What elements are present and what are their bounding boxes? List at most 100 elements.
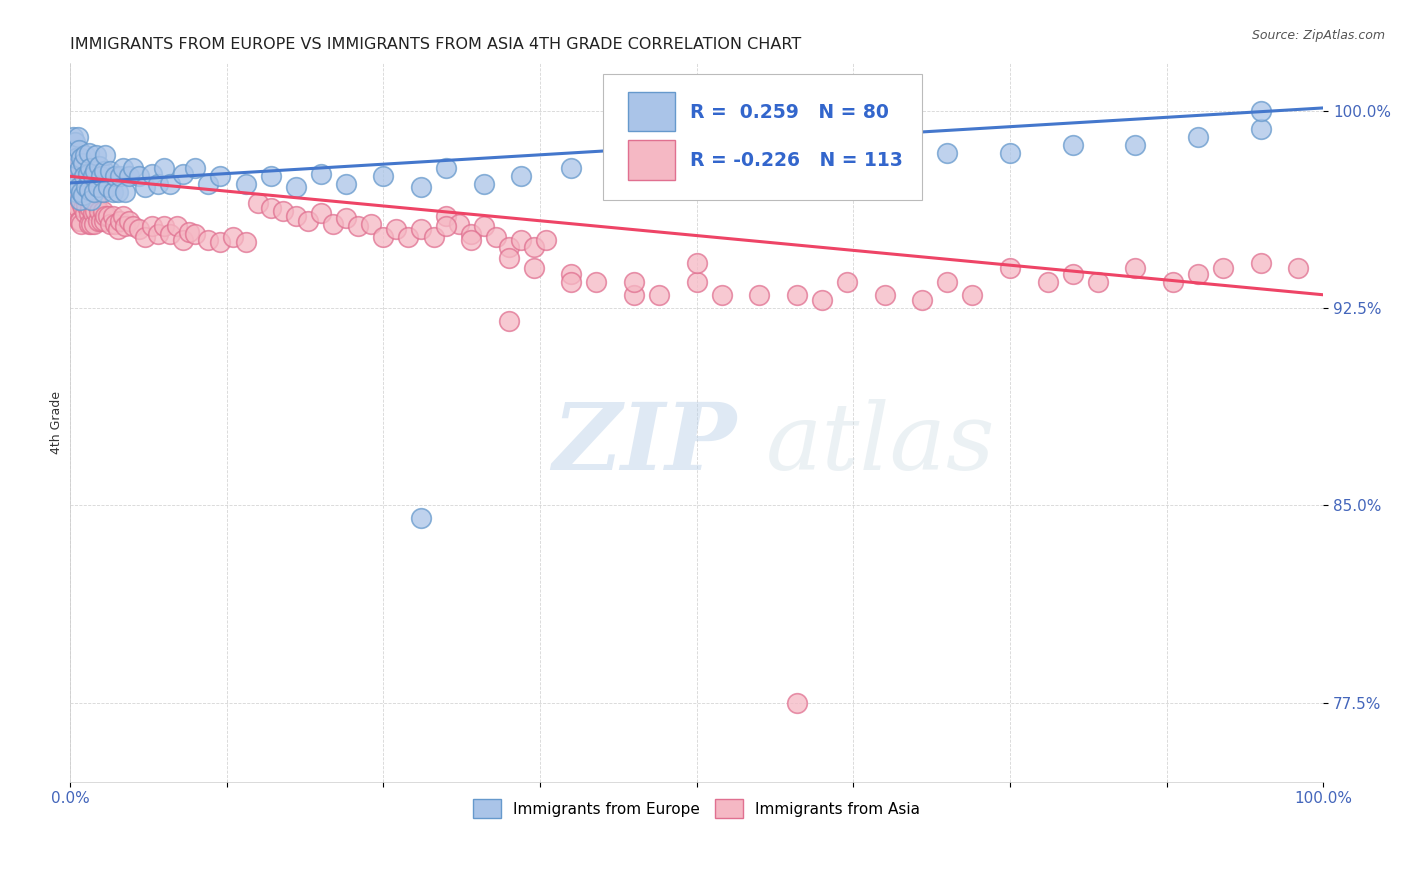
Point bbox=[472, 219, 495, 234]
Point bbox=[98, 164, 121, 178]
Point bbox=[409, 222, 432, 236]
Point bbox=[335, 178, 357, 192]
Point bbox=[335, 211, 357, 226]
Point bbox=[110, 169, 132, 184]
Point bbox=[91, 203, 114, 218]
Point bbox=[69, 161, 91, 176]
Point bbox=[184, 227, 207, 242]
Point bbox=[1187, 129, 1209, 144]
Point bbox=[510, 169, 533, 184]
Point bbox=[786, 696, 808, 710]
FancyBboxPatch shape bbox=[603, 74, 922, 200]
Point bbox=[65, 203, 87, 218]
Point bbox=[686, 275, 709, 289]
Point bbox=[62, 145, 84, 160]
Point bbox=[498, 251, 520, 265]
Point bbox=[67, 180, 90, 194]
Point bbox=[962, 287, 984, 301]
Point bbox=[97, 209, 120, 223]
Point bbox=[77, 206, 100, 220]
Point bbox=[259, 201, 281, 215]
Point bbox=[63, 193, 86, 207]
Point bbox=[83, 185, 105, 199]
Point bbox=[322, 217, 344, 231]
Point bbox=[1062, 267, 1084, 281]
Point bbox=[101, 209, 124, 223]
Point bbox=[560, 161, 582, 176]
Point bbox=[373, 230, 395, 244]
Point bbox=[75, 180, 97, 194]
Point bbox=[623, 275, 645, 289]
Point bbox=[62, 129, 84, 144]
Point bbox=[107, 185, 129, 199]
Point bbox=[153, 219, 176, 234]
Point bbox=[297, 214, 319, 228]
Point bbox=[69, 190, 91, 204]
Point bbox=[91, 185, 114, 199]
Point bbox=[82, 206, 104, 220]
Point bbox=[648, 287, 671, 301]
Point bbox=[104, 217, 127, 231]
Point bbox=[80, 193, 103, 207]
Point bbox=[159, 178, 181, 192]
Point bbox=[536, 233, 558, 247]
Point bbox=[63, 178, 86, 192]
Point bbox=[134, 180, 156, 194]
Point bbox=[422, 230, 444, 244]
Point bbox=[76, 167, 98, 181]
Point bbox=[87, 159, 110, 173]
Point bbox=[66, 129, 89, 144]
Point bbox=[623, 287, 645, 301]
Point bbox=[309, 206, 332, 220]
Point bbox=[1250, 256, 1272, 270]
Point bbox=[409, 180, 432, 194]
Point bbox=[60, 161, 83, 176]
Text: Source: ZipAtlas.com: Source: ZipAtlas.com bbox=[1251, 29, 1385, 43]
FancyBboxPatch shape bbox=[627, 140, 675, 179]
Point bbox=[93, 164, 115, 178]
Point bbox=[72, 156, 94, 170]
Point bbox=[80, 217, 103, 231]
Point bbox=[66, 201, 89, 215]
Point bbox=[66, 175, 89, 189]
Point bbox=[247, 195, 270, 210]
Point bbox=[360, 217, 382, 231]
Point bbox=[398, 230, 420, 244]
Point bbox=[409, 511, 432, 525]
Point bbox=[686, 256, 709, 270]
Point bbox=[1062, 137, 1084, 152]
Point bbox=[284, 209, 307, 223]
Point bbox=[1212, 261, 1234, 276]
Point bbox=[65, 185, 87, 199]
Point bbox=[111, 161, 134, 176]
FancyBboxPatch shape bbox=[627, 92, 675, 131]
Point bbox=[75, 198, 97, 212]
Point bbox=[75, 206, 97, 220]
Point bbox=[259, 169, 281, 184]
Point bbox=[94, 148, 117, 162]
Point bbox=[90, 169, 112, 184]
Text: R =  0.259   N = 80: R = 0.259 N = 80 bbox=[690, 103, 890, 121]
Point bbox=[63, 135, 86, 149]
Point bbox=[235, 235, 257, 249]
Point bbox=[610, 169, 633, 184]
Text: atlas: atlas bbox=[766, 399, 995, 489]
Point bbox=[86, 180, 108, 194]
Point bbox=[86, 214, 108, 228]
Point bbox=[434, 219, 457, 234]
Point bbox=[184, 161, 207, 176]
Point bbox=[111, 209, 134, 223]
Point bbox=[67, 185, 90, 199]
Point bbox=[748, 287, 770, 301]
Point bbox=[998, 261, 1021, 276]
Point bbox=[94, 209, 117, 223]
Point bbox=[460, 227, 482, 242]
Point bbox=[63, 195, 86, 210]
Point bbox=[83, 217, 105, 231]
Point bbox=[197, 233, 219, 247]
Point bbox=[761, 169, 783, 184]
Point bbox=[146, 178, 169, 192]
Point bbox=[209, 169, 232, 184]
Point bbox=[97, 180, 120, 194]
Point bbox=[936, 275, 959, 289]
